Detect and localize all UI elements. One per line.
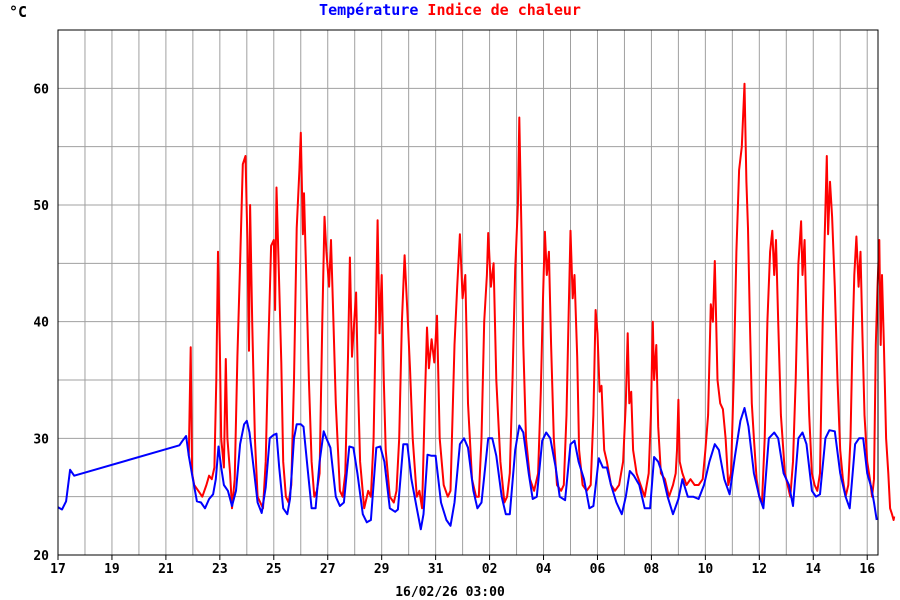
series-line-temperature [57, 407, 878, 531]
x-tick-label: 10 [698, 562, 714, 577]
y-tick-label: 30 [33, 432, 49, 447]
x-tick-label: 27 [320, 562, 336, 577]
x-tick-label: 16 [859, 562, 875, 577]
x-tick-label: 29 [374, 562, 390, 577]
x-tick-label: 19 [104, 562, 120, 577]
y-tick-label: 40 [33, 316, 49, 331]
x-axis-ticks: 17 19 21 23 25 27 29 31 02 04 06 08 10 12 14 16 [50, 555, 875, 577]
y-tick-label: 20 [33, 549, 49, 564]
plot-frame [57, 29, 879, 556]
x-tick-label: 17 [50, 562, 66, 577]
legend: Température Indice de chaleur [319, 1, 581, 19]
x-tick-label: 14 [805, 562, 821, 577]
x-tick-label: 23 [212, 562, 228, 577]
x-tick-label: 04 [536, 562, 552, 577]
x-tick-label: 21 [158, 562, 174, 577]
x-tick-label: 06 [590, 562, 606, 577]
legend-heat-index: Indice de chaleur [427, 1, 581, 19]
unit-label: °C [9, 3, 27, 21]
legend-temperature: Température [319, 1, 418, 19]
x-tick-label: 31 [428, 562, 444, 577]
y-axis-ticks: 20 30 40 50 60 [33, 82, 49, 564]
x-tick-label: 02 [482, 562, 498, 577]
footer-timestamp: 16/02/26 03:00 [395, 585, 505, 600]
y-tick-label: 50 [33, 199, 49, 214]
x-tick-label: 08 [644, 562, 660, 577]
series-lines [57, 82, 896, 531]
x-tick-label: 12 [751, 562, 767, 577]
y-tick-label: 60 [33, 82, 49, 97]
x-tick-label: 25 [266, 562, 282, 577]
series-line-heat-index [187, 82, 896, 521]
